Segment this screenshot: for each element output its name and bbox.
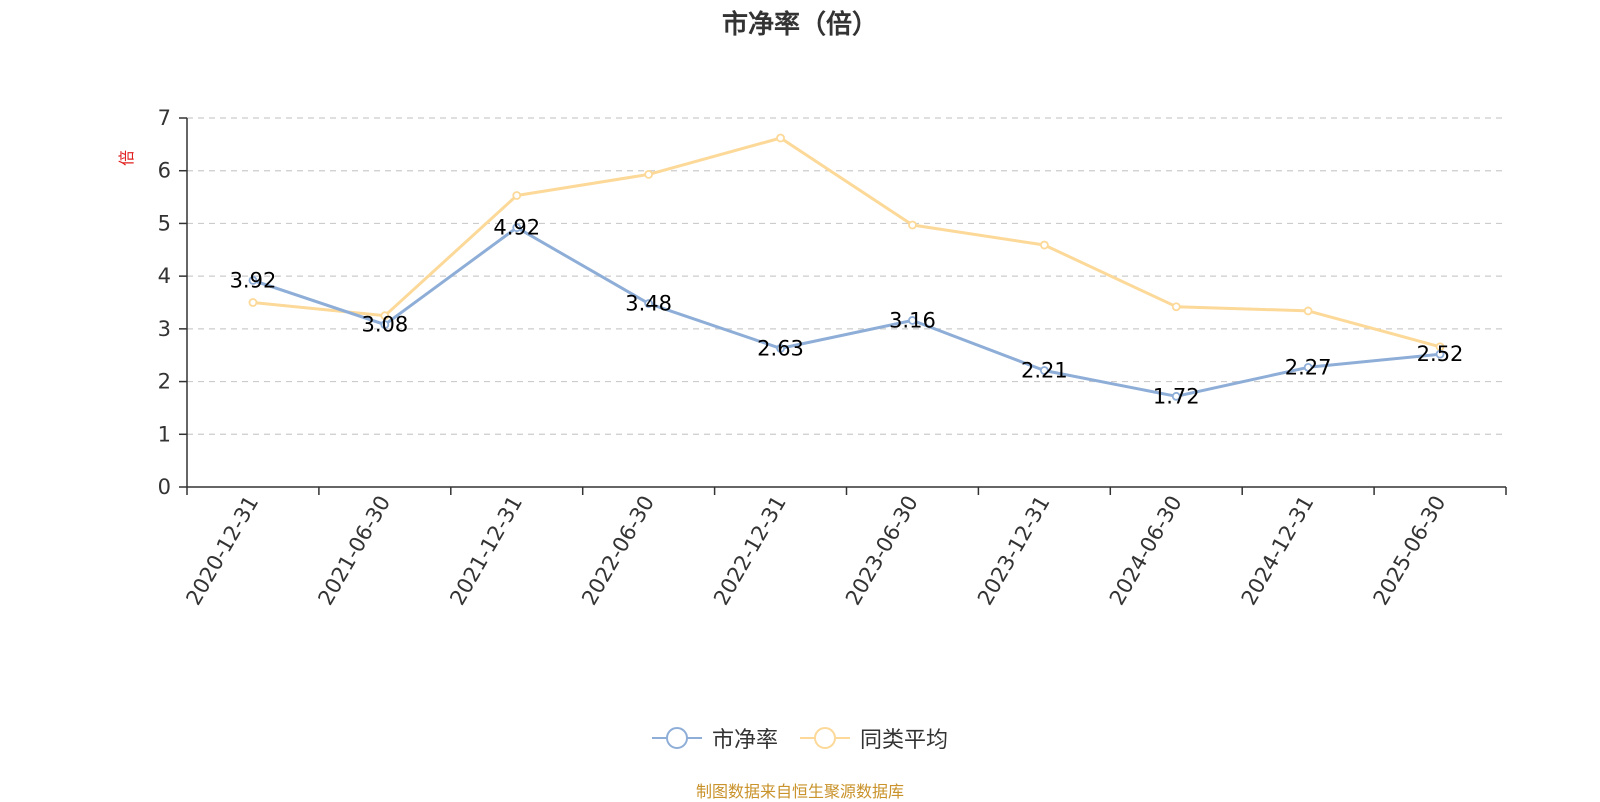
series-line	[252, 226, 1441, 398]
data-point	[248, 298, 258, 307]
data-point	[776, 133, 785, 143]
y-tick-label: 7	[158, 106, 171, 130]
data-point	[776, 343, 785, 353]
data-label: 2.27	[1285, 355, 1332, 379]
x-tick-label: 2024-06-30	[1105, 492, 1187, 610]
x-tick-label: 2022-06-30	[577, 492, 659, 610]
data-point	[512, 223, 522, 233]
legend-item-pb[interactable]: 市净率	[651, 722, 778, 754]
data-label: 2.21	[1021, 359, 1068, 383]
y-tick-label: 2	[158, 370, 171, 394]
x-tick-label: 2023-06-30	[841, 492, 923, 610]
y-tick-label: 3	[158, 317, 171, 341]
data-point	[380, 320, 390, 330]
y-tick-label: 0	[158, 475, 171, 499]
data-label: 2.63	[757, 336, 804, 360]
x-tick-label: 2024-12-31	[1237, 492, 1319, 610]
data-point	[908, 220, 917, 230]
data-label: 4.92	[493, 216, 540, 240]
legend: 市净率 同类平均	[0, 722, 1600, 754]
x-tick-label: 2021-06-30	[313, 492, 395, 610]
y-tick-label: 4	[158, 264, 171, 288]
data-point	[644, 170, 654, 179]
y-tick-label: 5	[158, 211, 171, 235]
x-tick-label: 2021-12-31	[445, 492, 527, 610]
x-tick-label: 2022-12-31	[709, 492, 791, 610]
data-label: 3.48	[625, 292, 672, 316]
data-point	[1303, 362, 1313, 372]
data-point	[908, 316, 917, 325]
y-tick-label: 6	[158, 159, 171, 183]
y-tick-label: 1	[158, 422, 171, 446]
data-point	[1435, 349, 1445, 359]
legend-label-pb: 市净率	[711, 728, 778, 753]
data-point	[248, 275, 258, 285]
x-tick-label: 2025-06-30	[1369, 492, 1451, 610]
chart-title: 市净率（倍）	[721, 10, 878, 40]
data-point	[1303, 306, 1313, 316]
data-label: 1.72	[1153, 384, 1200, 408]
data-label: 3.16	[889, 308, 936, 332]
data-label: 3.08	[361, 313, 408, 337]
legend-label-peer-average: 同类平均	[860, 728, 949, 753]
data-labels: 3.92 3.08 4.92 3.48 2.63 3.16 2.21 1.72 2.27 2.52	[230, 216, 1464, 409]
data-point	[1171, 302, 1181, 312]
data-point	[644, 299, 654, 308]
data-point	[1039, 240, 1049, 250]
data-point	[380, 311, 390, 321]
series-lines	[248, 133, 1445, 401]
data-point	[512, 191, 522, 200]
legend-item-peer-average[interactable]: 同类平均	[800, 722, 948, 754]
data-label: 3.92	[230, 268, 277, 292]
legend-line-circle-icon	[651, 727, 702, 749]
series-line	[252, 136, 1441, 349]
legend-line-circle-icon	[800, 727, 850, 749]
x-tick-label: 2020-12-31	[181, 492, 263, 610]
data-point	[1039, 366, 1049, 375]
y-axis-label: 倍	[117, 150, 136, 166]
data-label: 2.52	[1417, 342, 1464, 366]
grid-lines	[187, 117, 1506, 435]
source-note: 制图数据来自恒生聚源数据库	[695, 782, 904, 801]
x-tick-label: 2023-12-31	[973, 492, 1055, 610]
data-point	[1171, 391, 1181, 401]
